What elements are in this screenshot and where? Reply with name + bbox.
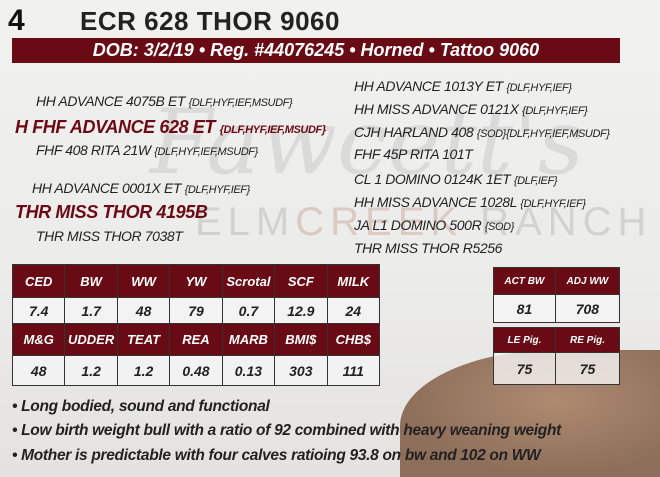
dam: THR MISS THOR 4195B — [15, 202, 208, 222]
animal-title: ECR 628 THOR 9060 — [80, 6, 340, 36]
header-cell: RE Pig. — [555, 327, 620, 353]
header-cell: REA — [169, 323, 223, 356]
pedigree-right-line: HH MISS ADVANCE 1028L {DLF,HYF,IEF} — [354, 194, 586, 210]
value-cell: 12.9 — [274, 297, 328, 324]
header-cell: YW — [169, 264, 223, 298]
header-cell: BMI$ — [274, 323, 328, 356]
value-cell: 24 — [326, 297, 381, 324]
value-cell: 75 — [493, 352, 556, 385]
value-cell: 0.13 — [221, 355, 276, 386]
header-cell: BW — [64, 264, 118, 298]
value-cell: 1.7 — [64, 297, 118, 324]
header-cell: WW — [116, 264, 171, 298]
header-cell: CHB$ — [326, 323, 381, 356]
dam-dam: THR MISS THOR 7038T — [36, 228, 183, 244]
pedigree-right-line: THR MISS THOR R5256 — [354, 240, 502, 256]
pedigree-right-line: HH ADVANCE 1013Y ET {DLF,HYF,IEF} — [354, 78, 572, 94]
dam-sire: HH ADVANCE 0001X ET {DLF,HYF,IEF} — [32, 180, 250, 196]
value-cell: 75 — [555, 352, 620, 385]
header-cell: SCF — [274, 264, 328, 298]
value-cell: 0.7 — [221, 297, 276, 324]
header-cell: MARB — [221, 323, 276, 356]
header-cell: MILK — [326, 264, 381, 298]
info-bar: DOB: 3/2/19 • Reg. #44076245 • Horned • … — [12, 38, 620, 63]
header-cell: M&G — [11, 323, 66, 356]
sire: H FHF ADVANCE 628 ET {DLF,HYF,IEF,MSUDF} — [15, 117, 326, 137]
value-cell: 48 — [116, 297, 171, 324]
value-cell: 1.2 — [64, 355, 118, 386]
value-cell: 303 — [274, 355, 328, 386]
pedigree-right-line: JA L1 DOMINO 500R {SOD} — [354, 217, 514, 233]
bullet-point: • Low birth weight bull with a ratio of … — [12, 422, 561, 439]
epd-table: CED BW WW YW Scrotal SCF MILK 7.4 1.7 48 79 0.7 12.… — [11, 264, 381, 386]
header-cell: TEAT — [116, 323, 171, 356]
value-cell: 0.48 — [169, 355, 223, 386]
watermark-script: Fawcett's — [150, 90, 584, 195]
pigment-table: LE Pig. RE Pig. 75 75 — [493, 327, 620, 385]
value-cell: 1.2 — [116, 355, 171, 386]
watermark-ranch: ELMCREEK RANCH — [195, 200, 653, 244]
pedigree-right-line: CJH HARLAND 408 {SOD}{DLF,HYF,IEF,MSUDF} — [354, 124, 610, 140]
bullet-point: • Mother is predictable with four calves… — [12, 447, 541, 464]
header-cell: LE Pig. — [493, 327, 556, 353]
header-cell: Scrotal — [221, 264, 276, 298]
bullet-point: • Long bodied, sound and functional — [12, 398, 270, 415]
value-cell: 79 — [169, 297, 223, 324]
header-cell: ACT BW — [493, 267, 556, 295]
pedigree-right-line: CL 1 DOMINO 0124K 1ET {DLF,IEF} — [354, 171, 558, 187]
value-cell: 708 — [554, 294, 621, 323]
pedigree-right-line: HH MISS ADVANCE 0121X {DLF,HYF,IEF} — [354, 101, 588, 117]
value-cell: 7.4 — [11, 297, 66, 324]
sire-sire: HH ADVANCE 4075B ET {DLF,HYF,IEF,MSUDF} — [36, 93, 293, 109]
weights-table: ACT BW ADJ WW 81 708 — [493, 267, 621, 323]
lot-number: 4 — [8, 4, 25, 37]
header-cell: UDDER — [64, 323, 118, 356]
value-cell: 111 — [326, 355, 381, 386]
value-cell: 48 — [11, 355, 66, 386]
sire-dam: FHF 408 RITA 21W {DLF,HYF,IEF,MSUDF} — [36, 142, 258, 158]
pedigree-right-line: FHF 45P RITA 101T — [354, 146, 473, 162]
header-cell: ADJ WW — [554, 267, 621, 295]
header-cell: CED — [11, 264, 66, 298]
value-cell: 81 — [493, 294, 556, 323]
